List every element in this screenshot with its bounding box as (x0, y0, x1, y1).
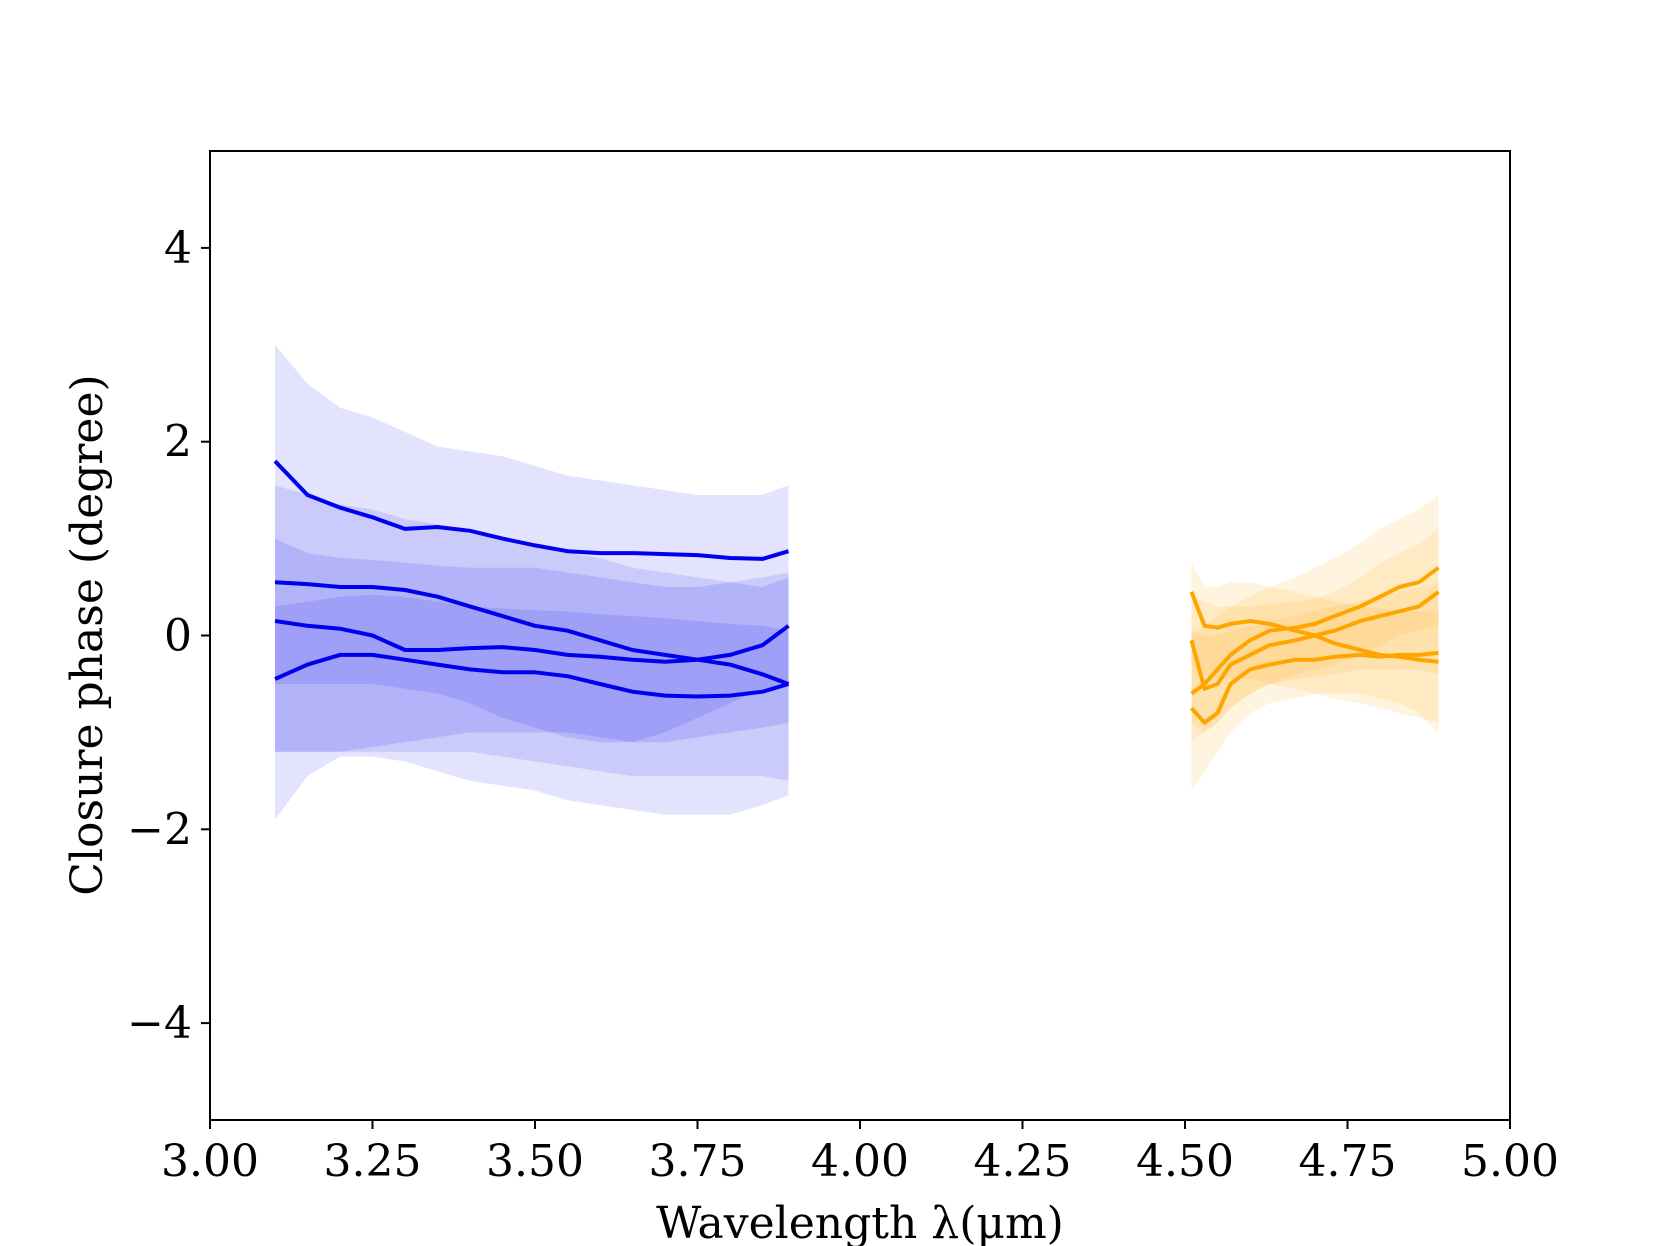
x-axis-ticks: 3.00 3.25 3.50 3.75 4.00 4.25 4.50 4.75 5.00 (161, 1120, 1559, 1187)
series-line-1 (273, 459, 790, 561)
uncertainty-band-6 (1191, 528, 1439, 733)
y-tick-label: −2 (127, 804, 192, 855)
uncertainty-band-2 (275, 485, 789, 743)
series-line-6 (1189, 590, 1440, 691)
series-line-7 (1190, 650, 1439, 725)
x-tick-label: 4.75 (1299, 1136, 1397, 1187)
y-axis-label: Closure phase (degree) (62, 374, 113, 895)
y-tick-label: 0 (164, 611, 192, 662)
series-lines (273, 459, 1440, 725)
uncertainty-band-5 (1191, 562, 1439, 723)
uncertainty-band-1 (275, 344, 789, 820)
series-line-2 (274, 580, 790, 686)
y-tick-label: 2 (164, 417, 192, 468)
x-tick-label: 5.00 (1461, 1136, 1559, 1187)
x-tick-label: 3.00 (161, 1136, 259, 1187)
x-tick-label: 4.00 (811, 1136, 909, 1187)
series-line-8 (1190, 566, 1440, 696)
series-line-3 (274, 619, 790, 664)
x-tick-label: 3.25 (324, 1136, 422, 1187)
y-tick-label: 4 (164, 223, 192, 274)
y-axis-ticks: −4 −2 0 2 4 (127, 223, 210, 1049)
x-tick-label: 3.50 (486, 1136, 584, 1187)
uncertainty-band-3 (275, 538, 789, 781)
x-tick-label: 4.50 (1136, 1136, 1234, 1187)
x-tick-label: 3.75 (649, 1136, 747, 1187)
uncertainty-band-7 (1191, 582, 1439, 791)
series-line-4 (274, 652, 790, 699)
x-axis-label: Wavelength λ(μm) (656, 1198, 1064, 1246)
uncertainty-bands (275, 344, 1439, 820)
x-tick-label: 4.25 (974, 1136, 1072, 1187)
y-tick-label: −4 (127, 998, 192, 1049)
uncertainty-band-8 (1191, 495, 1439, 743)
